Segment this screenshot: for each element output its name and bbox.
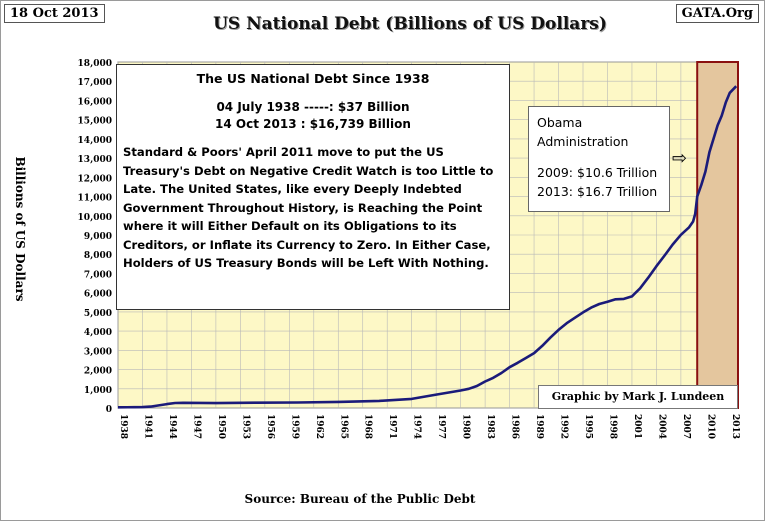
x-tick-label: 1965 [338, 414, 348, 439]
y-tick-label: 14,000 [78, 136, 112, 146]
y-tick-label: 3,000 [84, 347, 112, 357]
x-tick-label: 2013 [730, 414, 740, 439]
y-tick-label: 13,000 [78, 155, 112, 165]
y-tick-label: 4,000 [84, 328, 112, 338]
x-tick-label: 1992 [559, 414, 569, 439]
x-tick-label: 1944 [167, 414, 177, 439]
x-tick-label: 1953 [240, 414, 250, 439]
obama-administration-note: Obama Administration 2009: $10.6 Trillio… [528, 106, 670, 212]
y-tick-label: 2,000 [84, 367, 112, 377]
y-axis-ticks: 0 1,000 2,000 3,000 4,000 5,000 6,000 7,000 8,00… [78, 59, 112, 415]
x-tick-label: 1995 [583, 414, 593, 439]
note-line-1938: 04 July 1938 -----: $37 Billion [216, 100, 410, 114]
x-axis-label: Source: Bureau of the Public Debt [244, 492, 476, 506]
x-tick-label: 1962 [314, 414, 324, 439]
x-tick-label: 1974 [412, 414, 422, 439]
y-tick-label: 12,000 [78, 174, 112, 184]
y-tick-label: 9,000 [84, 232, 112, 242]
x-tick-label: 2004 [656, 414, 666, 439]
debt-history-note: The US National Debt Since 1938 04 July … [116, 64, 510, 310]
y-tick-label: 15,000 [78, 117, 112, 127]
x-tick-label: 1938 [118, 414, 128, 439]
x-tick-label: 1968 [363, 414, 373, 439]
right-arrow-icon: ⇨ [672, 148, 688, 169]
x-tick-label: 2001 [632, 414, 642, 439]
x-tick-label: 1956 [265, 414, 275, 439]
obama-label: Obama [537, 115, 583, 130]
y-tick-label: 5,000 [84, 309, 112, 319]
y-tick-label: 10,000 [78, 213, 112, 223]
y-tick-label: 16,000 [78, 97, 112, 107]
x-tick-label: 1977 [436, 414, 446, 439]
administration-label: Administration [537, 134, 629, 149]
y-axis-label: Billions of US Dollars [13, 156, 27, 302]
x-tick-label: 1986 [510, 414, 520, 439]
y-tick-label: 6,000 [84, 290, 112, 300]
y-tick-label: 1,000 [84, 386, 112, 396]
y-tick-label: 11,000 [78, 194, 112, 204]
date-badge: 18 Oct 2013 [4, 4, 105, 23]
y-tick-label: 17,000 [78, 78, 112, 88]
x-tick-label: 2007 [681, 414, 691, 439]
y-tick-label: 18,000 [78, 59, 112, 69]
x-tick-label: 1959 [289, 414, 299, 439]
x-tick-label: 1980 [461, 414, 471, 439]
y-tick-label: 7,000 [84, 270, 112, 280]
x-tick-label: 2010 [705, 414, 715, 439]
source-badge: GATA.Org [675, 4, 759, 23]
x-tick-label: 1950 [216, 414, 226, 439]
x-tick-label: 1971 [387, 414, 397, 439]
x-tick-label: 1998 [607, 414, 617, 439]
debt-2013-label: 2013: $16.7 Trillion [537, 184, 658, 199]
x-axis-ticks: 1938 1941 1944 1947 1950 1953 1956 1959 1962 1965… [118, 414, 740, 439]
x-tick-label: 1989 [534, 414, 544, 439]
debt-series-line [117, 85, 738, 409]
debt-2009-label: 2009: $10.6 Trillion [537, 165, 658, 180]
x-tick-label: 1941 [142, 414, 152, 439]
graphic-credit: Graphic by Mark J. Lundeen [538, 385, 738, 409]
chart-title: US National Debt (Billions of US Dollars… [213, 14, 607, 34]
obama-administration-band [696, 61, 739, 409]
x-tick-label: 1947 [191, 414, 201, 439]
x-tick-label: 1983 [485, 414, 495, 439]
note-body: Standard & Poors' April 2011 move to put… [123, 145, 494, 270]
y-tick-label: 8,000 [84, 251, 112, 261]
note-line-2013: 14 Oct 2013 : $16,739 Billion [215, 117, 411, 131]
y-tick-label: 0 [106, 405, 112, 415]
note-title: The US National Debt Since 1938 [196, 71, 430, 86]
